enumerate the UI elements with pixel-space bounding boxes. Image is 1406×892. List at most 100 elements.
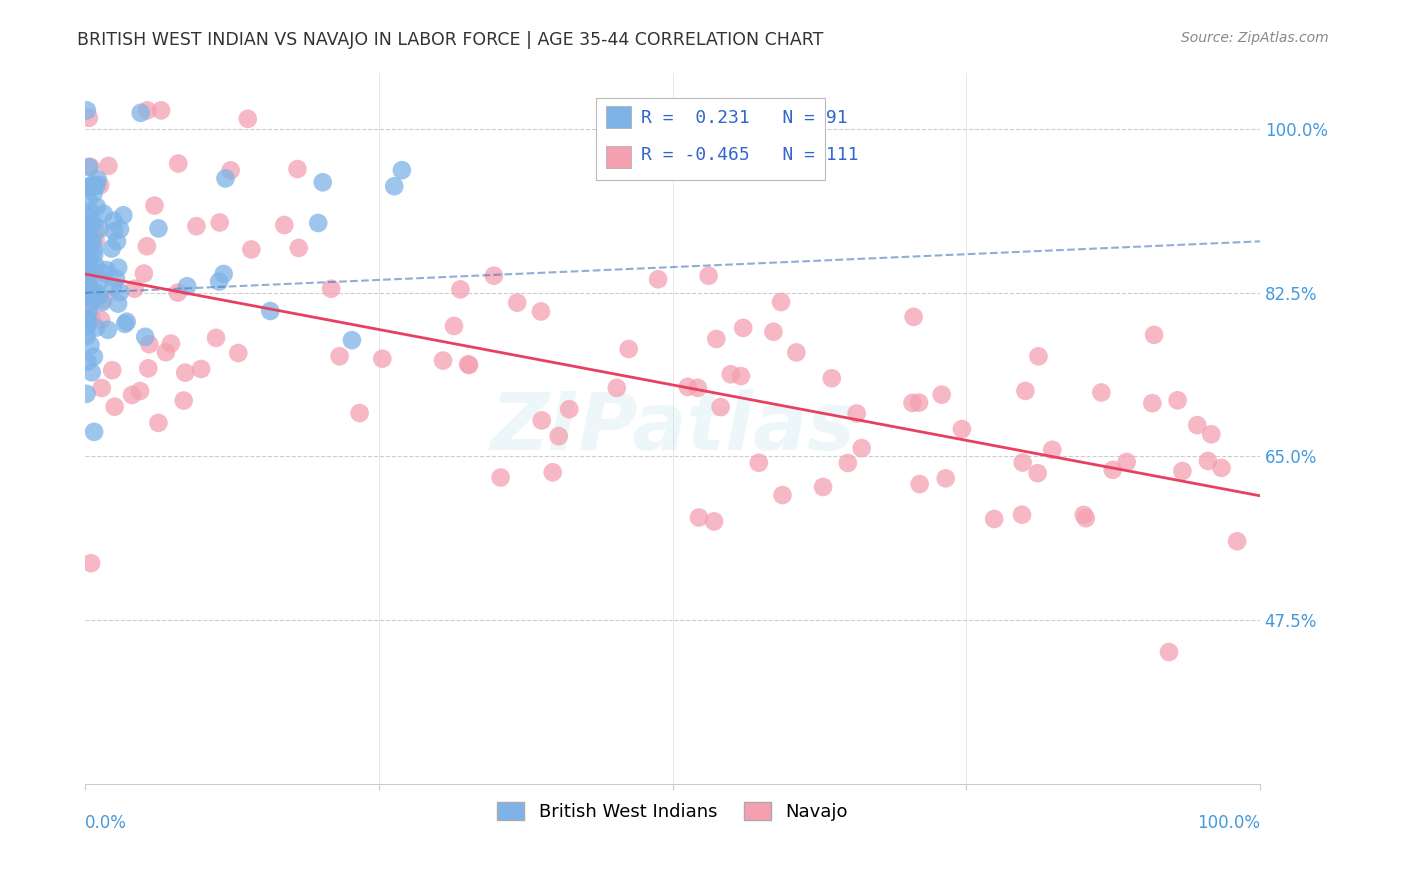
- Point: [84, 224, 107, 238]
- Point: [1143, 327, 1166, 342]
- Point: [82, 263, 104, 277]
- Point: [647, 272, 669, 286]
- Point: [785, 345, 807, 359]
- Point: [160, 336, 183, 351]
- Text: 100.0%: 100.0%: [1197, 814, 1260, 832]
- Point: [89, 178, 111, 193]
- Point: [205, 331, 228, 345]
- Point: [76, 329, 98, 343]
- Point: [97, 159, 120, 173]
- Point: [762, 325, 785, 339]
- Point: [506, 295, 529, 310]
- Point: [143, 198, 166, 212]
- Point: [76, 265, 98, 279]
- Point: [382, 179, 405, 194]
- Point: [489, 470, 512, 484]
- Point: [107, 296, 129, 310]
- Point: [76, 387, 98, 401]
- Point: [83, 186, 105, 200]
- Point: [307, 216, 329, 230]
- Point: [845, 407, 868, 421]
- Point: [80, 310, 103, 325]
- Point: [129, 105, 152, 120]
- Point: [1167, 393, 1189, 408]
- Point: [704, 332, 727, 346]
- Point: [82, 235, 104, 249]
- Point: [76, 318, 98, 332]
- Point: [457, 357, 479, 371]
- Point: [1011, 456, 1033, 470]
- Text: BRITISH WEST INDIAN VS NAVAJO IN LABOR FORCE | AGE 35-44 CORRELATION CHART: BRITISH WEST INDIAN VS NAVAJO IN LABOR F…: [77, 31, 824, 49]
- Point: [287, 241, 309, 255]
- Point: [77, 180, 100, 194]
- Point: [851, 441, 873, 455]
- Point: [983, 512, 1005, 526]
- Point: [697, 268, 720, 283]
- Legend: British West Indians, Navajo: British West Indians, Navajo: [489, 795, 855, 828]
- Point: [103, 279, 125, 293]
- Point: [1040, 442, 1063, 457]
- Point: [86, 178, 108, 192]
- Point: [76, 288, 98, 302]
- Point: [93, 293, 115, 307]
- Point: [340, 333, 363, 347]
- Point: [112, 208, 135, 222]
- FancyBboxPatch shape: [606, 106, 631, 128]
- Point: [482, 268, 505, 283]
- Text: 0.0%: 0.0%: [86, 814, 127, 832]
- Point: [77, 258, 100, 272]
- Point: [84, 285, 107, 299]
- Point: [89, 288, 111, 302]
- Point: [287, 162, 309, 177]
- Point: [449, 282, 471, 296]
- Point: [321, 282, 343, 296]
- Point: [134, 330, 156, 344]
- Point: [80, 285, 103, 300]
- Point: [1014, 384, 1036, 398]
- Point: [129, 384, 152, 398]
- Point: [121, 388, 143, 402]
- Point: [83, 243, 105, 257]
- Point: [97, 323, 120, 337]
- Point: [730, 369, 752, 384]
- Point: [90, 381, 112, 395]
- Point: [80, 556, 103, 570]
- Point: [83, 350, 105, 364]
- Point: [80, 282, 103, 296]
- Point: [76, 103, 98, 118]
- Point: [226, 346, 249, 360]
- Point: [91, 295, 114, 310]
- Point: [79, 233, 101, 247]
- Point: [100, 242, 122, 256]
- Point: [166, 285, 188, 300]
- Point: [90, 313, 112, 327]
- Point: [82, 289, 104, 303]
- Point: [79, 160, 101, 174]
- Point: [558, 402, 581, 417]
- Point: [89, 222, 111, 236]
- Text: ZIPatlas: ZIPatlas: [491, 390, 855, 467]
- Point: [349, 406, 371, 420]
- Point: [676, 380, 699, 394]
- Point: [1157, 645, 1180, 659]
- Point: [720, 368, 742, 382]
- Point: [931, 387, 953, 401]
- Point: [77, 277, 100, 291]
- Point: [273, 218, 295, 232]
- FancyBboxPatch shape: [596, 98, 825, 179]
- Point: [132, 267, 155, 281]
- Point: [710, 400, 733, 414]
- Point: [135, 239, 157, 253]
- Point: [212, 267, 235, 281]
- Point: [76, 355, 98, 369]
- Point: [150, 103, 173, 118]
- Point: [1073, 508, 1095, 522]
- Point: [79, 204, 101, 219]
- Point: [83, 217, 105, 231]
- Point: [176, 279, 198, 293]
- Point: [76, 311, 98, 326]
- Point: [115, 315, 138, 329]
- Point: [84, 320, 107, 334]
- Point: [83, 179, 105, 194]
- Point: [136, 103, 159, 118]
